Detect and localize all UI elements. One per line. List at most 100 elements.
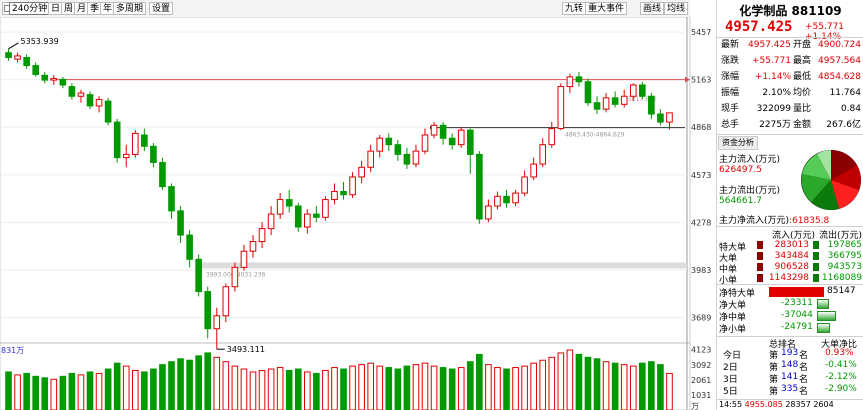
candle-body — [77, 92, 85, 97]
nine-turn-button[interactable]: 九转 — [562, 2, 587, 15]
divider — [717, 336, 863, 337]
volume-bar — [159, 364, 166, 410]
candle-body — [403, 153, 411, 165]
volume-bar — [539, 359, 547, 410]
flow-out-header: 流出(万元) — [819, 231, 863, 241]
candle-body — [14, 55, 21, 60]
candle-body — [548, 128, 556, 146]
tab-multi-period[interactable]: 多周期 — [113, 2, 147, 15]
candle-body — [104, 100, 112, 123]
volume-bar — [340, 368, 347, 410]
flow-row-label: 特大单 — [719, 243, 747, 253]
drawing-button[interactable]: 画线 — [640, 2, 665, 15]
volume-bar — [593, 358, 601, 410]
volume-bar — [195, 355, 202, 410]
quote-value: 4900.724 — [818, 40, 861, 50]
volume-bar — [358, 364, 365, 410]
net-inflow: 主力净流入(万元):61835.8 — [719, 213, 829, 226]
candle-body — [32, 65, 39, 75]
flow-out-value: 1168089 — [821, 273, 862, 283]
volume-bar — [385, 367, 393, 410]
net-row-label: 净中单 — [719, 313, 747, 323]
outflow-value: 564661.7 — [719, 196, 762, 206]
quote-value: 11.764 — [829, 88, 862, 98]
flow-row-label: 中单 — [719, 265, 738, 275]
net-bar — [817, 311, 837, 321]
tab-week[interactable]: 周 — [61, 2, 77, 15]
volume-bar — [421, 362, 429, 410]
rank-period: 3日 — [723, 375, 738, 385]
rank-prefix: 第 — [769, 351, 779, 361]
volume-bar — [611, 362, 619, 410]
volume-bar — [466, 361, 474, 410]
divider — [717, 37, 863, 38]
candle-body — [657, 113, 664, 123]
divider — [717, 226, 863, 227]
volume-tick-label: 3092 — [691, 361, 711, 370]
outflow-label: 主力流出(万元) — [719, 186, 781, 196]
pie-slice-mid-in — [831, 180, 859, 209]
volume-unit: 万 — [691, 402, 699, 410]
volume-tick-label: 2061 — [691, 376, 711, 385]
quote-label: 最新 — [721, 40, 740, 50]
candle-body — [457, 129, 465, 146]
security-code: 881109 — [791, 4, 842, 18]
net-row-value: -23311 — [781, 298, 813, 308]
candle-body — [340, 190, 347, 196]
volume-bar — [258, 369, 266, 410]
volume-bar — [430, 365, 438, 410]
tab-season[interactable]: 季 — [87, 2, 103, 15]
flow-in-value: 1143298 — [768, 273, 809, 283]
fund-pie-chart — [801, 150, 861, 210]
candle-body — [476, 153, 483, 220]
flow-in-header: 流入(万元) — [772, 231, 816, 241]
net-row-label: 净大单 — [719, 301, 747, 311]
rank-prefix: 第 — [769, 375, 779, 385]
inflow-label: 主力流入(万元) — [719, 155, 781, 165]
volume-bar — [584, 356, 592, 410]
volume-bar — [530, 362, 537, 410]
volume-bar — [113, 362, 121, 410]
volume-bar — [575, 353, 583, 410]
flow-row-label: 小单 — [719, 276, 738, 286]
kline-chart[interactable]: 4863.430-4864.6293993.000-4031.2365017.6… — [0, 17, 716, 410]
volume-bar — [657, 364, 664, 410]
net-row-value: 85147 — [827, 286, 856, 296]
tab-fund-analysis[interactable]: 资金分析 — [718, 136, 758, 150]
candle-body — [222, 286, 230, 317]
candle-body — [141, 134, 148, 147]
net-bar — [817, 299, 830, 309]
high-label: 5353.939 — [21, 37, 59, 46]
tab-settings[interactable]: 设置 — [149, 2, 174, 15]
major-events-button[interactable]: 重大事件 — [585, 2, 628, 15]
candle-body — [231, 266, 239, 288]
volume-bar — [602, 361, 610, 410]
candle-body — [385, 137, 393, 146]
volume-bar — [204, 352, 212, 410]
rank-period: 今日 — [723, 351, 742, 361]
flow-in-swatch — [757, 263, 763, 271]
candle-body — [113, 121, 121, 159]
quote-label: 金额 — [793, 120, 812, 130]
volume-bar — [231, 365, 239, 410]
candle-body — [485, 205, 492, 220]
flow-out-value: 366795 — [827, 251, 862, 261]
candle-body — [331, 190, 338, 201]
price-tick-label: 4868 — [691, 123, 711, 132]
volume-bar — [331, 367, 338, 410]
flow-out-value: 943573 — [827, 262, 862, 272]
volume-bar — [249, 371, 257, 410]
ma-button[interactable]: 均线 — [664, 2, 689, 15]
rank-suffix: 名 — [799, 375, 809, 385]
volume-bar — [376, 365, 384, 410]
tab-240min[interactable]: 240分钟 — [9, 2, 51, 15]
net-row-label: 净小单 — [719, 325, 747, 335]
price-tick-label: 5457 — [691, 28, 711, 37]
volume-bar — [403, 365, 411, 410]
net-bar — [817, 323, 830, 333]
flow-row-label: 大单 — [719, 254, 738, 264]
flow-out-swatch — [813, 263, 819, 271]
resistance-arrow-icon — [685, 76, 690, 83]
volume-bar — [457, 367, 465, 410]
volume-bar — [222, 361, 230, 410]
